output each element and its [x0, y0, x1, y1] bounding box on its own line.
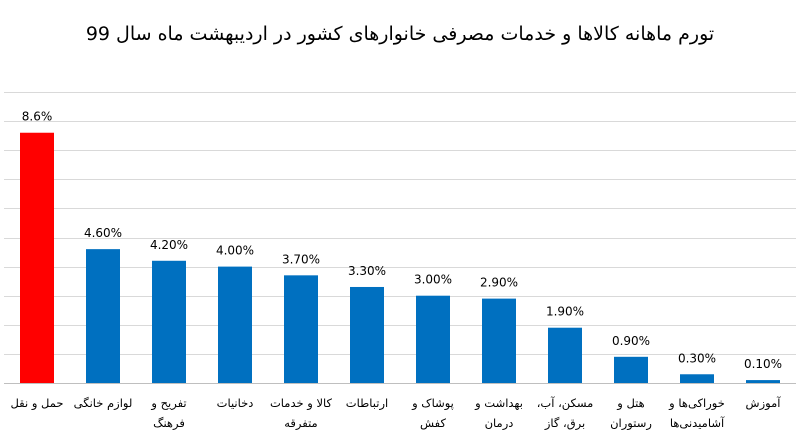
category-label: متفرقه	[284, 416, 317, 431]
data-labels: 8.6% 4.60% 4.20% 4.00% 3.70% 3.30% 3.00% 2.90% 1…	[22, 110, 782, 371]
category-label: حمل و نقل	[10, 396, 63, 411]
category-label: هتل و	[616, 396, 644, 411]
category-label: بهداشت و	[474, 396, 523, 411]
bar	[746, 380, 780, 383]
gridlines	[4, 92, 796, 384]
category-label: آموزش	[746, 396, 782, 411]
data-label: 8.6%	[22, 110, 53, 124]
data-label: 1.90%	[546, 305, 584, 319]
bar	[218, 266, 252, 383]
data-label: 3.70%	[282, 252, 320, 266]
bar	[20, 132, 54, 383]
bar	[482, 298, 516, 383]
category-label: ارتباطات	[346, 396, 388, 411]
category-label: مسکن، آب،	[537, 396, 594, 411]
chart-title: تورم ماهانه کالاها و خدمات مصرفی خانواره…	[86, 23, 714, 45]
bar	[614, 356, 648, 383]
category-label: لوازم خانگی	[74, 396, 133, 411]
data-label: 4.20%	[150, 238, 188, 252]
category-label: درمان	[485, 416, 514, 431]
data-label: 2.90%	[480, 276, 518, 290]
data-label: 4.60%	[84, 226, 122, 240]
category-label: دخانیات	[217, 396, 254, 410]
bar	[152, 260, 186, 383]
category-label: کفش	[420, 416, 446, 431]
bar	[680, 374, 714, 383]
category-label: آشامیدنی‌ها	[670, 416, 725, 430]
data-label: 0.90%	[612, 334, 650, 348]
category-label: برق، گاز	[544, 416, 585, 431]
data-label: 0.30%	[678, 351, 716, 365]
data-label: 4.00%	[216, 244, 254, 258]
bar	[548, 327, 582, 383]
data-label: 0.10%	[744, 357, 782, 371]
category-labels: حمل و نقل لوازم خانگی تفریح و فرهنگ دخانیات ک…	[10, 396, 781, 431]
bar	[350, 286, 384, 383]
category-label: تفریح و	[150, 396, 186, 411]
category-label: خوراکی‌ها و	[668, 396, 725, 411]
bar	[284, 275, 318, 383]
category-label: کالا و خدمات	[270, 396, 333, 411]
data-label: 3.30%	[348, 264, 386, 278]
bar	[86, 249, 120, 383]
category-label: پوشاک و	[411, 396, 454, 411]
category-label: فرهنگ	[153, 416, 185, 431]
bar	[416, 295, 450, 383]
data-label: 3.00%	[414, 273, 452, 287]
bars	[20, 132, 780, 383]
category-label: رستوران	[610, 416, 652, 431]
